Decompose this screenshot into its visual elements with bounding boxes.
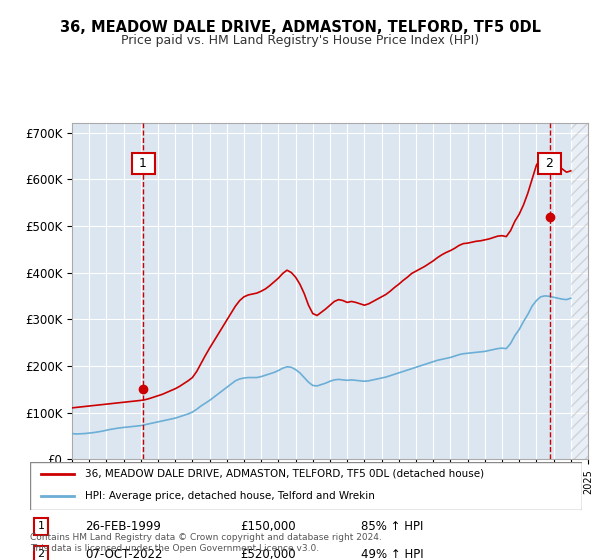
FancyBboxPatch shape [30,462,582,510]
Text: 1: 1 [38,521,44,531]
Text: £150,000: £150,000 [240,520,295,533]
Text: Price paid vs. HM Land Registry's House Price Index (HPI): Price paid vs. HM Land Registry's House … [121,34,479,46]
Text: 85% ↑ HPI: 85% ↑ HPI [361,520,424,533]
Text: 36, MEADOW DALE DRIVE, ADMASTON, TELFORD, TF5 0DL: 36, MEADOW DALE DRIVE, ADMASTON, TELFORD… [59,20,541,35]
Text: HPI: Average price, detached house, Telford and Wrekin: HPI: Average price, detached house, Telf… [85,491,375,501]
Bar [571,123,588,459]
Text: 2: 2 [37,549,44,559]
Text: £520,000: £520,000 [240,548,295,560]
Text: 07-OCT-2022: 07-OCT-2022 [85,548,163,560]
Text: 1: 1 [136,157,151,170]
Text: 2: 2 [542,157,557,170]
Text: Contains HM Land Registry data © Crown copyright and database right 2024.
This d: Contains HM Land Registry data © Crown c… [30,533,382,553]
Text: 36, MEADOW DALE DRIVE, ADMASTON, TELFORD, TF5 0DL (detached house): 36, MEADOW DALE DRIVE, ADMASTON, TELFORD… [85,469,484,479]
Text: 49% ↑ HPI: 49% ↑ HPI [361,548,424,560]
Text: 26-FEB-1999: 26-FEB-1999 [85,520,161,533]
